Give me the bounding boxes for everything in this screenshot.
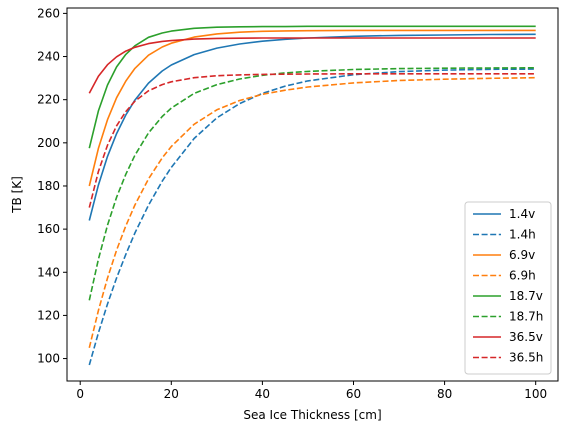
y-tick-label: 140 <box>37 265 60 279</box>
x-tick-label: 40 <box>255 387 270 401</box>
x-axis-label: Sea Ice Thickness [cm] <box>243 408 381 422</box>
y-axis-ticks: 100 120 140 160 180 200 220 240 260 <box>37 6 67 366</box>
series-line-18-7h <box>88 67 536 301</box>
legend-label: 1.4v <box>509 207 535 221</box>
x-tick-label: 80 <box>437 387 452 401</box>
legend-label: 1.4h <box>509 228 536 242</box>
x-tick-label: 60 <box>346 387 361 401</box>
legend-box <box>464 201 552 375</box>
series-line-1-4v <box>88 33 536 221</box>
series-line-18-7v <box>88 25 536 149</box>
legend-label: 6.9h <box>509 269 536 283</box>
x-axis-ticks: 0 20 40 60 80 100 <box>76 381 547 401</box>
legend-label: 18.7h <box>509 310 543 324</box>
y-tick-label: 180 <box>37 179 60 193</box>
legend-label: 18.7v <box>509 289 543 303</box>
legend-label: 36.5h <box>509 351 543 365</box>
legend-label: 6.9v <box>509 248 535 262</box>
y-tick-label: 120 <box>37 308 60 322</box>
y-tick-label: 100 <box>37 352 60 366</box>
legend-label: 36.5v <box>509 330 543 344</box>
y-tick-label: 260 <box>37 6 60 20</box>
x-tick-label: 100 <box>524 387 547 401</box>
series-line-6-9v <box>88 29 536 187</box>
y-tick-label: 200 <box>37 136 60 150</box>
x-tick-label: 20 <box>164 387 179 401</box>
plot-frame <box>66 7 559 382</box>
series-layer <box>88 25 536 366</box>
series-line-36-5h <box>88 73 536 208</box>
y-tick-label: 240 <box>37 50 60 64</box>
series-line-36-5v <box>88 37 536 94</box>
y-tick-label: 160 <box>37 222 60 236</box>
y-axis-label: TB [K] <box>10 176 24 214</box>
y-tick-label: 220 <box>37 93 60 107</box>
series-line-1-4h <box>88 68 536 366</box>
x-tick-label: 0 <box>76 387 84 401</box>
legend: 1.4v 1.4h 6.9v 6.9h 18.7v 18.7h 36.5v 36.5h <box>464 201 552 375</box>
series-line-6-9h <box>88 76 536 348</box>
